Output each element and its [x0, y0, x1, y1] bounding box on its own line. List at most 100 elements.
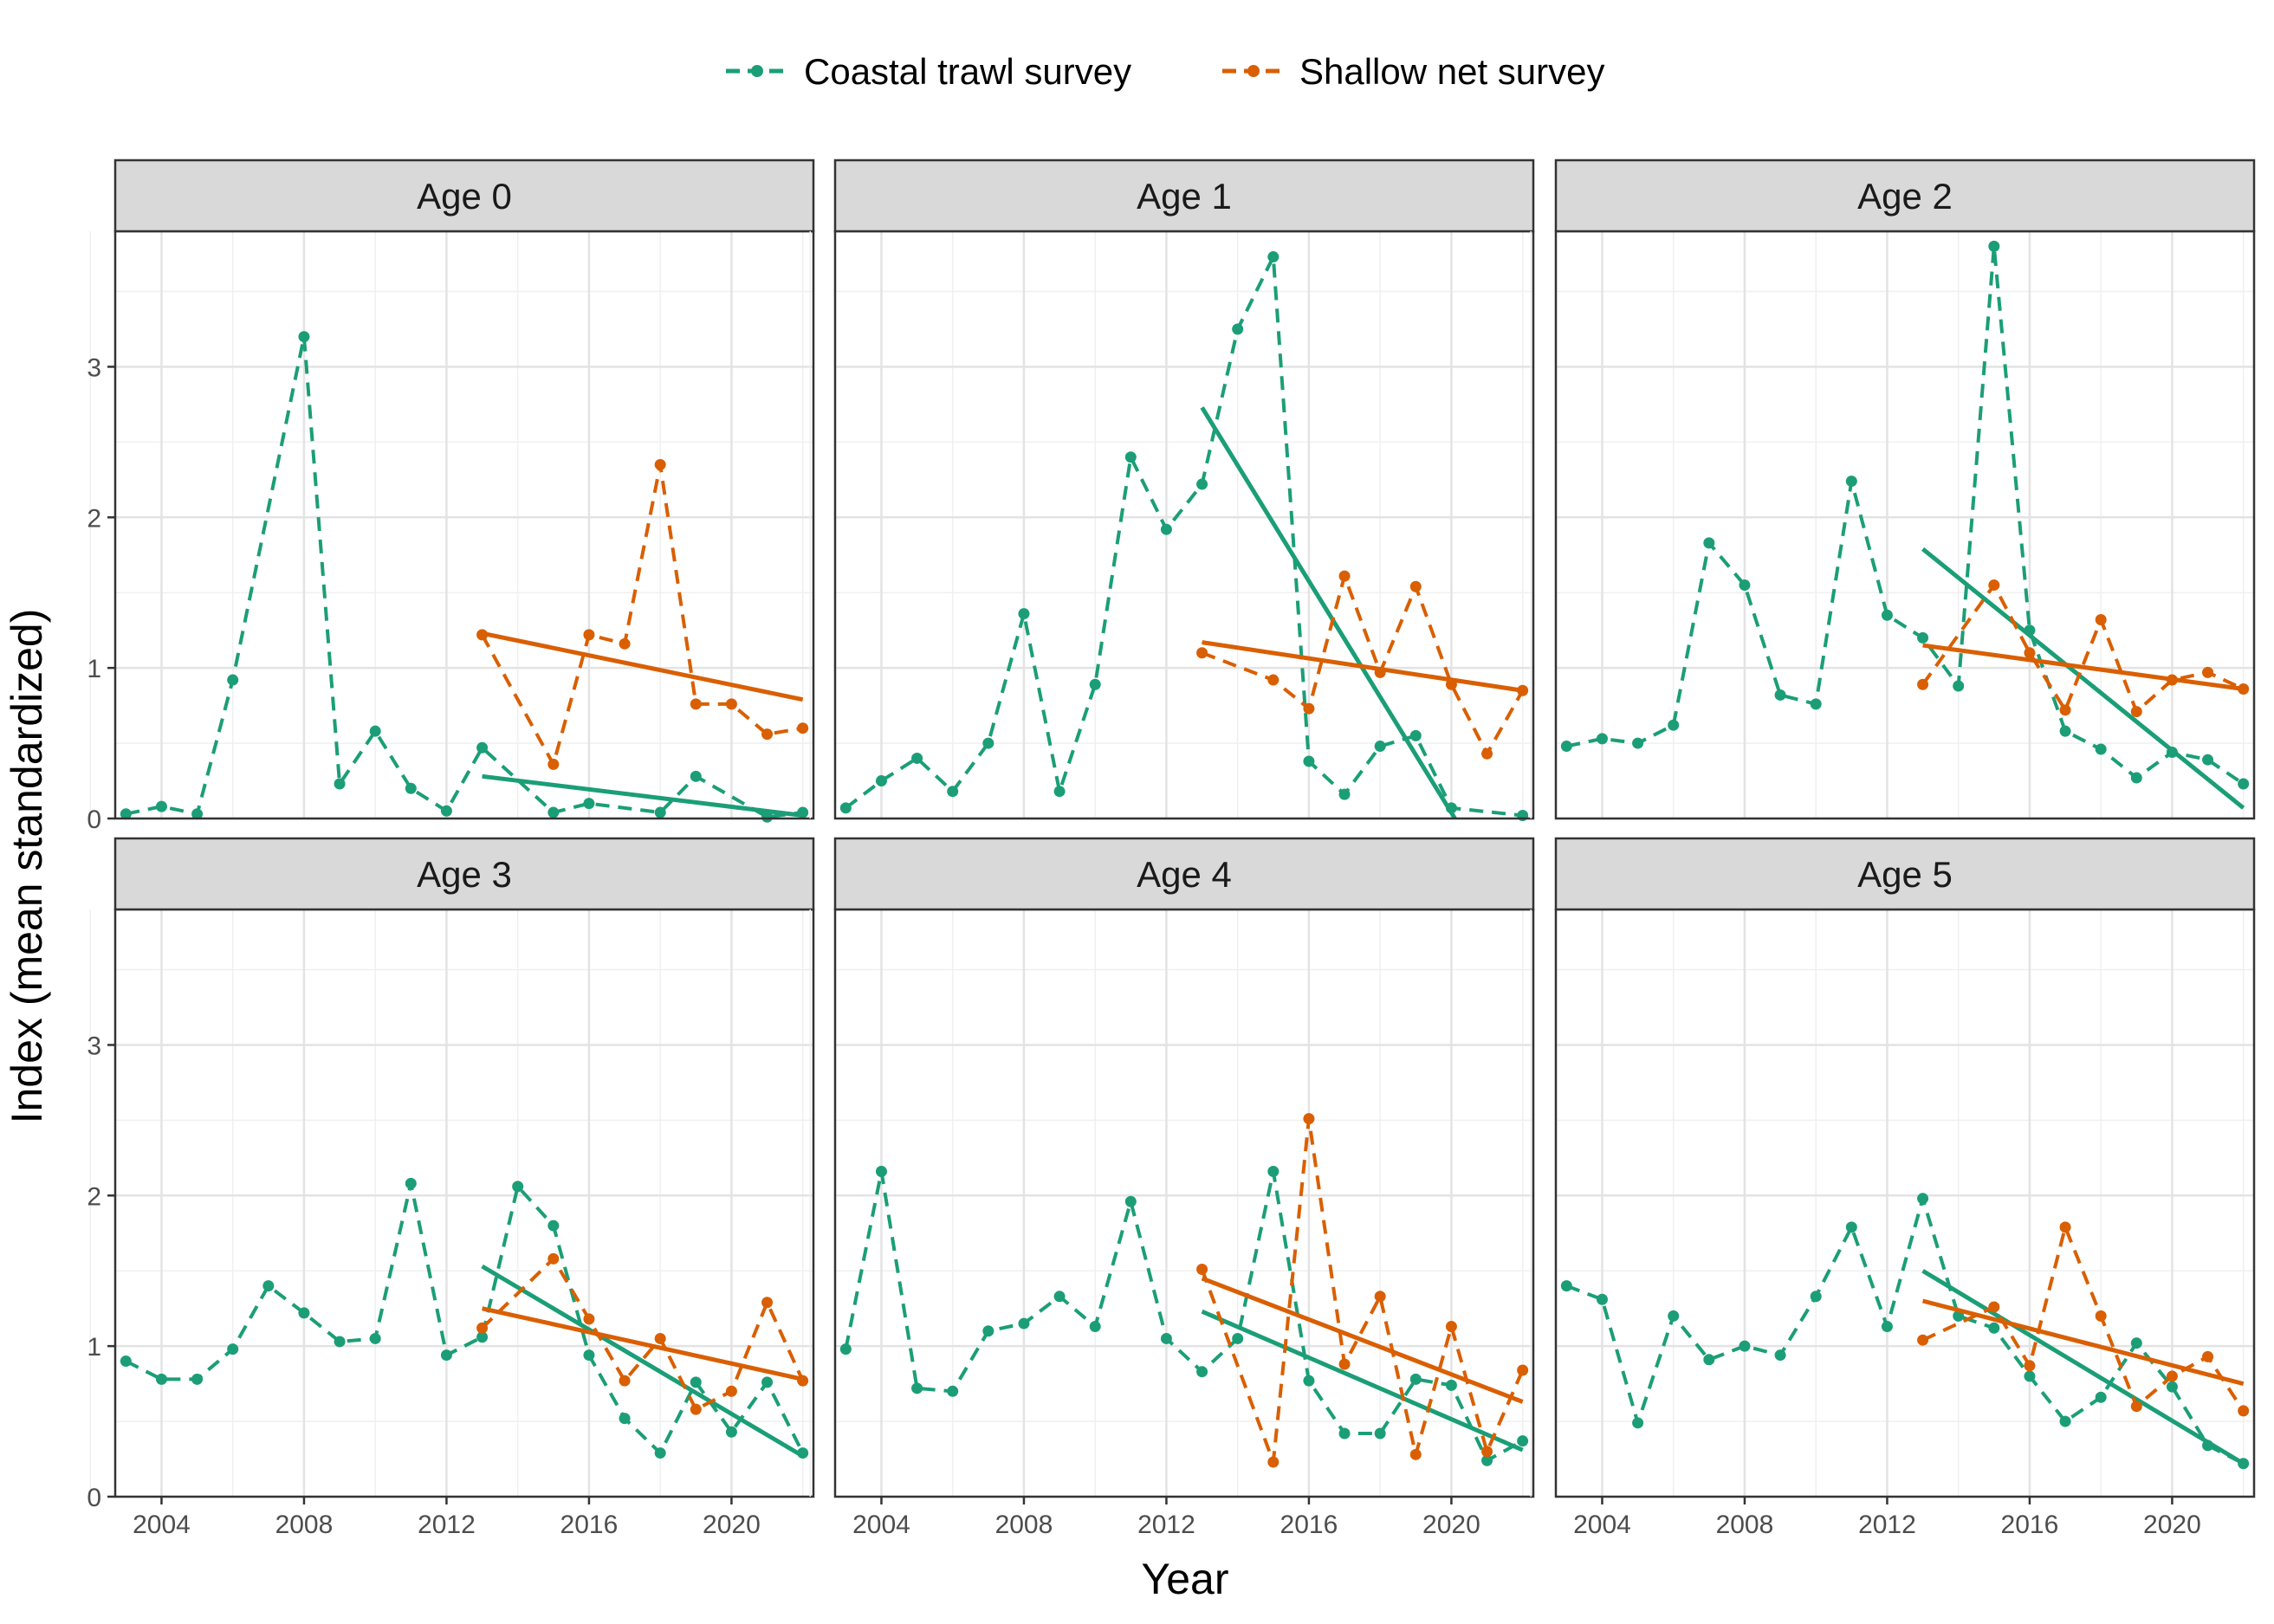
data-point	[1632, 1417, 1644, 1429]
data-point	[1560, 741, 1572, 753]
data-point	[1596, 1293, 1608, 1305]
data-point	[1988, 1301, 2000, 1313]
data-point	[298, 1307, 310, 1319]
facet-strip-label: Age 0	[417, 176, 512, 217]
data-point	[1917, 678, 1929, 690]
data-point	[1409, 729, 1422, 741]
x-tick-label: 2012	[418, 1511, 476, 1539]
data-point	[1374, 741, 1386, 753]
data-point	[405, 782, 417, 794]
data-point	[690, 698, 702, 710]
y-tick-label: 1	[87, 655, 101, 683]
data-point	[547, 806, 560, 818]
data-point	[690, 1376, 702, 1388]
data-point	[619, 637, 631, 650]
data-point	[1338, 788, 1351, 800]
y-tick-label: 0	[87, 1484, 101, 1512]
data-point	[2095, 614, 2107, 626]
panel-age-2: Age 2	[1530, 159, 2256, 820]
data-point	[1232, 1332, 1244, 1344]
data-point	[227, 1343, 239, 1355]
data-point	[547, 1252, 560, 1265]
y-axis-title: Index (mean standardized)	[3, 609, 51, 1124]
data-point	[512, 1181, 524, 1193]
data-point	[1668, 1310, 1680, 1322]
data-point	[654, 458, 666, 470]
chart-panels: Age 0 0 1 2 3 Age 1 Age 2 Age 3 0 1 2 3 2004 2008 2012…	[87, 159, 2256, 1539]
data-point	[120, 808, 132, 820]
gridlines	[1530, 231, 2254, 820]
data-point	[1632, 737, 1644, 749]
data-point	[1845, 476, 1857, 488]
y-tick-label: 3	[87, 353, 101, 382]
x-tick-label: 2016	[1280, 1511, 1338, 1539]
data-point	[1160, 523, 1172, 535]
data-point	[797, 722, 809, 734]
plot-background	[115, 231, 813, 818]
legend-item: Coastal trawl survey	[726, 51, 1131, 92]
data-point	[1196, 647, 1208, 659]
x-tick-label: 2016	[560, 1511, 619, 1539]
data-point	[654, 1332, 666, 1344]
data-point	[547, 758, 560, 770]
y-tick-label: 3	[87, 1032, 101, 1060]
facet-strip-label: Age 4	[1137, 854, 1232, 895]
data-point	[875, 775, 887, 787]
data-point	[690, 770, 702, 782]
x-tick-label: 2008	[1716, 1511, 1774, 1539]
x-tick-label: 2004	[852, 1511, 910, 1539]
legend-label: Shallow net survey	[1299, 51, 1605, 92]
data-point	[761, 1376, 774, 1388]
x-tick-label: 2004	[133, 1511, 191, 1539]
data-point	[1810, 698, 1822, 710]
data-point	[2059, 1415, 2071, 1427]
panel-age-0: Age 0 0 1 2 3	[87, 159, 815, 834]
data-point	[1739, 579, 1751, 592]
y-tick-label: 0	[87, 806, 101, 834]
data-point	[1338, 1427, 1351, 1440]
facet-strip	[113, 159, 815, 233]
data-point	[1196, 478, 1208, 490]
data-point	[1089, 678, 1101, 690]
data-point	[1481, 1454, 1493, 1466]
data-point	[1774, 689, 1786, 701]
data-point	[839, 802, 852, 814]
trend-line	[1201, 1276, 1524, 1404]
data-point	[2130, 1337, 2142, 1349]
data-point	[583, 1349, 595, 1362]
data-point	[1845, 1221, 1857, 1233]
data-point	[947, 786, 959, 798]
data-point	[1374, 1291, 1386, 1303]
facet-strip-label: Age 1	[1137, 176, 1232, 217]
panel-age-4: Age 4 2004 2008 2012 2016 2020	[809, 837, 1535, 1539]
data-point	[1481, 1446, 1493, 1458]
series-shallow-net-survey	[476, 1252, 809, 1415]
data-point	[1267, 251, 1280, 263]
data-point	[2095, 1391, 2107, 1403]
x-tick-label: 2012	[1858, 1511, 1916, 1539]
data-point	[1018, 1317, 1030, 1330]
data-point	[1988, 579, 2000, 592]
data-point	[2166, 1370, 2178, 1382]
data-point	[2202, 666, 2214, 678]
data-point	[1196, 1263, 1208, 1275]
data-point	[1303, 755, 1315, 767]
data-point	[1953, 1310, 1965, 1322]
data-point	[2024, 1360, 2036, 1372]
trend-line	[1201, 1309, 1524, 1453]
data-point	[1338, 1358, 1351, 1370]
data-point	[911, 1382, 923, 1394]
data-point	[1267, 1456, 1280, 1468]
series-coastal-trawl-survey	[839, 1165, 1529, 1466]
data-point	[1560, 1280, 1572, 1292]
data-point	[982, 737, 994, 749]
trend-line	[1921, 547, 2245, 810]
facet-strip	[113, 837, 815, 911]
data-point	[761, 1297, 774, 1309]
data-point	[2059, 725, 2071, 737]
series-shallow-net-survey	[1917, 1221, 2250, 1417]
trend-line	[1922, 643, 2245, 691]
y-tick-label: 2	[87, 1182, 101, 1211]
data-point	[1881, 1321, 1893, 1333]
